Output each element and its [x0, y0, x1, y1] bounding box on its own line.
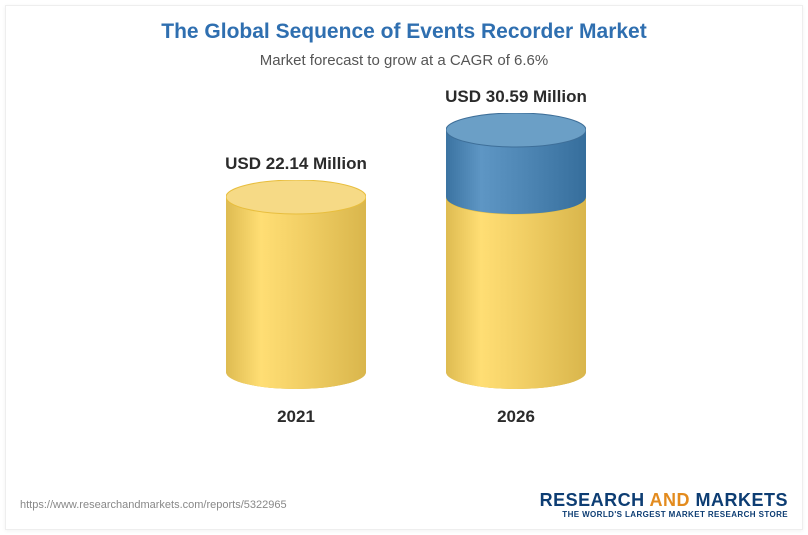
- brand-logo: RESEARCH AND MARKETS THE WORLD'S LARGEST…: [540, 491, 788, 520]
- cylinder-bar: [446, 113, 586, 389]
- bar-year-label: 2026: [446, 407, 586, 427]
- brand-word-2: AND: [649, 490, 690, 510]
- brand-word-1: RESEARCH: [540, 490, 645, 510]
- brand-name: RESEARCH AND MARKETS: [540, 491, 788, 511]
- bar-value-label: USD 30.59 Million: [416, 87, 616, 107]
- brand-word-3: MARKETS: [696, 490, 789, 510]
- source-url: https://www.researchandmarkets.com/repor…: [20, 499, 287, 511]
- chart-area: USD 22.14 Million 2021 USD 30.59 Million 20…: [6, 79, 802, 439]
- bar-value-label: USD 22.14 Million: [196, 154, 396, 174]
- bar-year-label: 2021: [226, 407, 366, 427]
- cylinder-bar: [226, 180, 366, 389]
- footer: https://www.researchandmarkets.com/repor…: [6, 481, 802, 529]
- chart-title: The Global Sequence of Events Recorder M…: [6, 20, 802, 44]
- chart-card: The Global Sequence of Events Recorder M…: [5, 5, 803, 530]
- chart-subtitle: Market forecast to grow at a CAGR of 6.6…: [6, 52, 802, 69]
- brand-tagline: THE WORLD'S LARGEST MARKET RESEARCH STOR…: [540, 511, 788, 520]
